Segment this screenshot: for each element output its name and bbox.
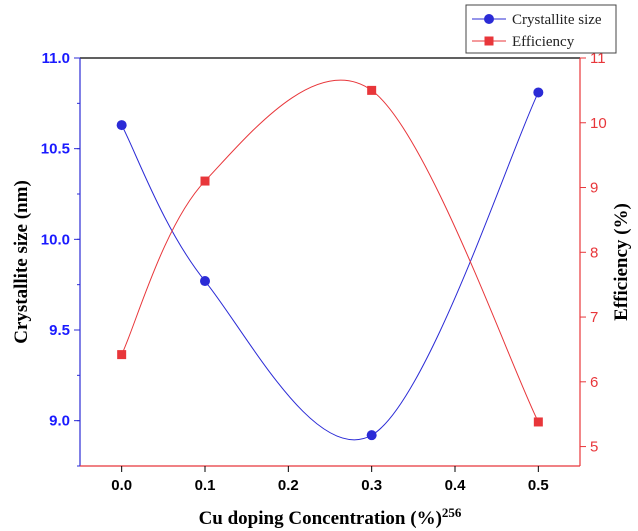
y-right-tick-label: 11 — [590, 50, 606, 67]
y-left-tick-label: 9.5 — [49, 322, 70, 339]
crystallite-size-point — [533, 87, 544, 98]
crystallite-size-point — [200, 276, 210, 287]
x-axis: 0.0 0.1 0.2 0.3 0.4 0.5 — [111, 466, 549, 494]
y-left-tick-label: 11.0 — [42, 50, 70, 67]
x-tick-label: 0.2 — [278, 477, 299, 494]
legend-efficiency-marker — [484, 36, 494, 46]
y-right-tick-label: 6 — [590, 374, 598, 391]
efficiency-point — [117, 350, 127, 360]
efficiency-line — [121, 79, 539, 423]
legend: Crystallite size Efficiency — [465, 4, 617, 54]
y-left-tick-label: 10.0 — [41, 231, 70, 248]
x-tick-label: 0.4 — [445, 477, 467, 494]
series-layer — [116, 79, 544, 441]
plot-frame — [79, 57, 581, 467]
efficiency-point — [533, 417, 543, 427]
x-axis-title-text: Cu doping Concentration (%) — [199, 508, 442, 529]
y-axis-left-title: Crystallite size (nm) — [11, 180, 32, 344]
y-axis-right-title: Efficiency (%) — [611, 203, 632, 321]
crystallite-size-line — [121, 92, 539, 441]
x-axis-title: Cu doping Concentration (%)256 — [199, 505, 462, 529]
y-axis-left: 9.0 9.5 10.0 10.5 11.0 — [41, 50, 80, 467]
crystallite-size-point — [366, 430, 377, 441]
y-right-tick-label: 8 — [590, 244, 598, 261]
y-right-tick-label: 9 — [590, 180, 598, 197]
y-left-tick-label: 9.0 — [49, 413, 70, 430]
y-right-tick-label: 5 — [590, 439, 598, 456]
y-axis-right: 5 6 7 8 9 10 11 — [580, 50, 607, 456]
efficiency-point — [367, 85, 377, 95]
legend-efficiency-label: Efficiency — [512, 34, 575, 50]
x-tick-label: 0.1 — [195, 477, 216, 494]
legend-crystallite-size-marker — [484, 14, 494, 24]
x-tick-label: 0.3 — [361, 477, 382, 494]
y-right-tick-label: 10 — [590, 115, 607, 132]
x-tick-label: 0.5 — [528, 477, 549, 494]
x-axis-title-superscript: 256 — [442, 505, 462, 520]
efficiency-point — [200, 176, 210, 186]
y-left-tick-label: 10.5 — [41, 141, 70, 158]
x-tick-label: 0.0 — [111, 477, 132, 494]
crystallite-size-point — [116, 120, 127, 131]
legend-crystallite-size-label: Crystallite size — [512, 12, 602, 28]
y-right-tick-label: 7 — [590, 309, 598, 326]
